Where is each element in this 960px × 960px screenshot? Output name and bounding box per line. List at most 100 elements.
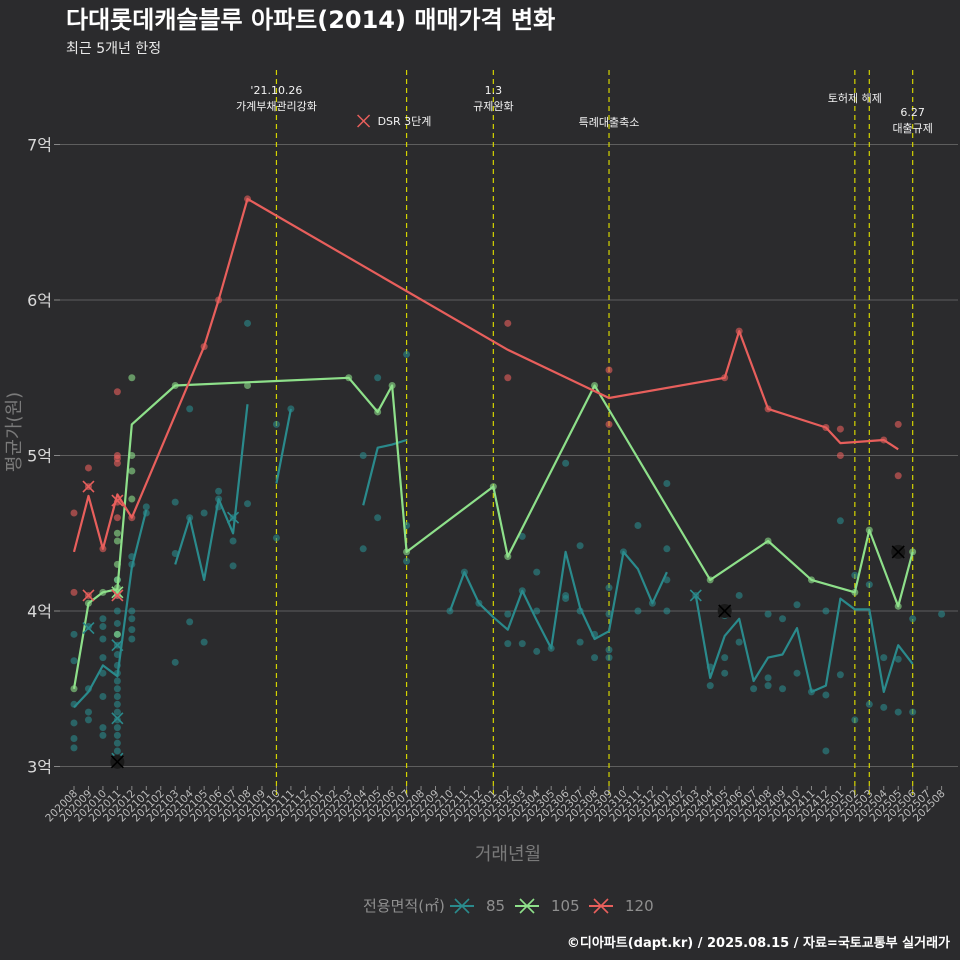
- data-point: [215, 487, 223, 495]
- data-point: [909, 708, 917, 716]
- data-point: [99, 731, 107, 739]
- data-point: [591, 654, 599, 662]
- x-tick-labels: 2020082020092020102020112020122021012021…: [43, 787, 947, 824]
- caption: ©디아파트(dapt.kr) / 2025.08.15 / 자료=국토교통부 실…: [567, 935, 950, 951]
- data-point: [128, 626, 136, 634]
- data-point: [764, 674, 772, 682]
- data-point: [171, 658, 179, 666]
- data-point: [113, 607, 121, 615]
- x-marker: [111, 494, 124, 507]
- data-point: [504, 610, 512, 618]
- data-point: [721, 669, 729, 677]
- data-point: [518, 640, 526, 648]
- series-line: [73, 509, 148, 709]
- data-point: [605, 654, 613, 662]
- y-tick-label: 5억: [27, 447, 52, 466]
- y-tick-labels: 3억 4억 5억 6억 7억: [27, 136, 52, 777]
- data-point: [909, 615, 917, 623]
- data-point: [113, 724, 121, 732]
- data-point: [272, 420, 280, 428]
- data-point: [822, 691, 830, 699]
- data-point: [504, 319, 512, 327]
- legend-label: 85: [486, 897, 505, 915]
- data-point: [113, 700, 121, 708]
- data-point: [113, 693, 121, 701]
- data-point: [359, 452, 367, 459]
- data-point: [70, 744, 78, 752]
- data-point: [99, 693, 107, 701]
- data-point: [779, 685, 787, 693]
- x-marker: [82, 589, 95, 602]
- series-line: [275, 408, 292, 484]
- data-point: [113, 708, 121, 716]
- legend-key-x-icon: [454, 898, 470, 914]
- data-point: [84, 623, 92, 631]
- data-point: [374, 514, 382, 522]
- data-point: [836, 671, 844, 679]
- data-point: [70, 719, 78, 727]
- legend-title: 전용면적(㎡): [363, 897, 445, 915]
- data-point: [142, 503, 150, 511]
- y-tick-label: 3억: [27, 758, 52, 777]
- data-point: [764, 610, 772, 618]
- data-point: [735, 638, 743, 646]
- data-point: [576, 542, 584, 550]
- data-point: [403, 557, 411, 565]
- data-point: [562, 591, 570, 599]
- data-point: [533, 647, 541, 655]
- data-point: [634, 521, 642, 529]
- series-lines: [72, 197, 914, 709]
- data-point: [113, 630, 121, 638]
- data-point: [562, 459, 570, 467]
- data-point: [938, 610, 946, 618]
- data-point: [663, 479, 671, 487]
- data-point: [822, 607, 830, 615]
- data-point: [706, 682, 714, 690]
- legend-key-x-icon: [593, 898, 609, 914]
- data-point: [70, 657, 78, 665]
- x-marker: [82, 622, 95, 635]
- data-point: [99, 654, 107, 662]
- x-marker: [82, 480, 95, 493]
- data-point: [663, 545, 671, 553]
- data-point: [200, 638, 208, 646]
- data-point: [894, 472, 902, 480]
- x-marker: [226, 511, 240, 524]
- data-point: [244, 319, 252, 327]
- data-point: [128, 635, 136, 643]
- data-point: [70, 509, 78, 517]
- data-point: [113, 388, 121, 396]
- series-line: [362, 438, 407, 506]
- series-line: [72, 197, 899, 553]
- data-point: [836, 517, 844, 525]
- data-point: [721, 654, 729, 662]
- y-tick-label: 4억: [27, 602, 52, 621]
- x-marker: [111, 589, 124, 602]
- data-point: [287, 405, 295, 413]
- data-point: [84, 716, 92, 724]
- x-marker: [689, 589, 702, 602]
- data-point: [836, 452, 844, 459]
- data-point: [99, 669, 107, 677]
- x-marker: [111, 639, 124, 652]
- series-line: [694, 595, 914, 693]
- data-point: [84, 464, 92, 472]
- data-point: [113, 716, 121, 724]
- data-point: [779, 615, 787, 623]
- data-point: [128, 615, 136, 623]
- x-marker: [111, 586, 124, 599]
- data-point: [374, 374, 382, 382]
- dsr-marker-icon: [357, 114, 371, 128]
- data-point: [186, 618, 194, 626]
- data-point: [533, 607, 541, 615]
- data-point: [99, 615, 107, 623]
- data-point: [851, 571, 859, 579]
- data-point: [735, 591, 743, 599]
- data-point: [605, 420, 613, 428]
- series-line: [448, 550, 668, 650]
- data-point: [84, 708, 92, 716]
- data-point: [113, 685, 121, 693]
